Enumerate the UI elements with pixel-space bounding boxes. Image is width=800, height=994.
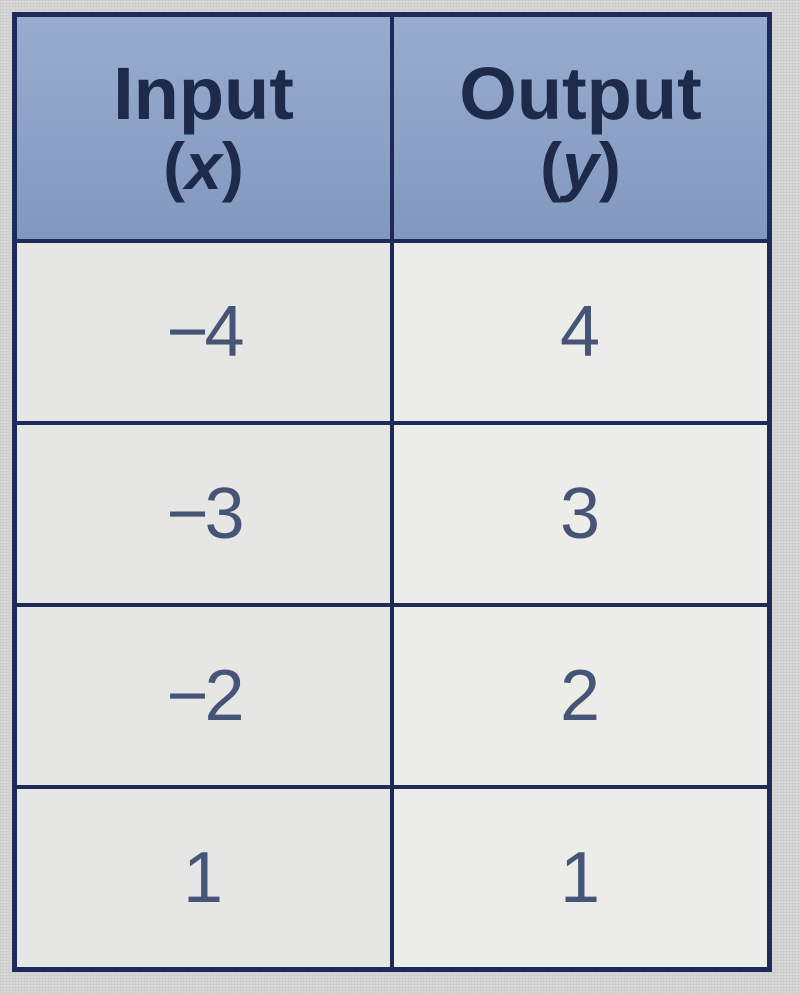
header-input: Input (x) [17,17,394,239]
table-row: −3 3 [17,421,767,603]
cell-y: 2 [394,607,767,785]
cell-x: −3 [17,425,394,603]
table-row: 1 1 [17,785,767,967]
header-output-title: Output [459,55,701,133]
io-table: Input (x) Output (y) −4 4 −3 3 −2 2 [12,12,772,972]
value-y: 3 [560,473,601,555]
table-row: −4 4 [17,239,767,421]
cell-x: −2 [17,607,394,785]
value-x: 1 [183,837,224,919]
value-x: −3 [166,473,240,555]
cell-y: 3 [394,425,767,603]
cell-y: 4 [394,243,767,421]
value-y: 2 [560,655,601,737]
cell-x: 1 [17,789,394,967]
table-header-row: Input (x) Output (y) [17,17,767,239]
cell-x: −4 [17,243,394,421]
table-row: −2 2 [17,603,767,785]
header-output: Output (y) [394,17,767,239]
header-output-variable: (y) [540,132,621,201]
header-input-title: Input [113,55,294,133]
header-input-variable: (x) [163,132,244,201]
value-x: −2 [166,655,240,737]
cell-y: 1 [394,789,767,967]
value-y: 1 [560,837,601,919]
value-y: 4 [560,291,601,373]
value-x: −4 [166,291,240,373]
